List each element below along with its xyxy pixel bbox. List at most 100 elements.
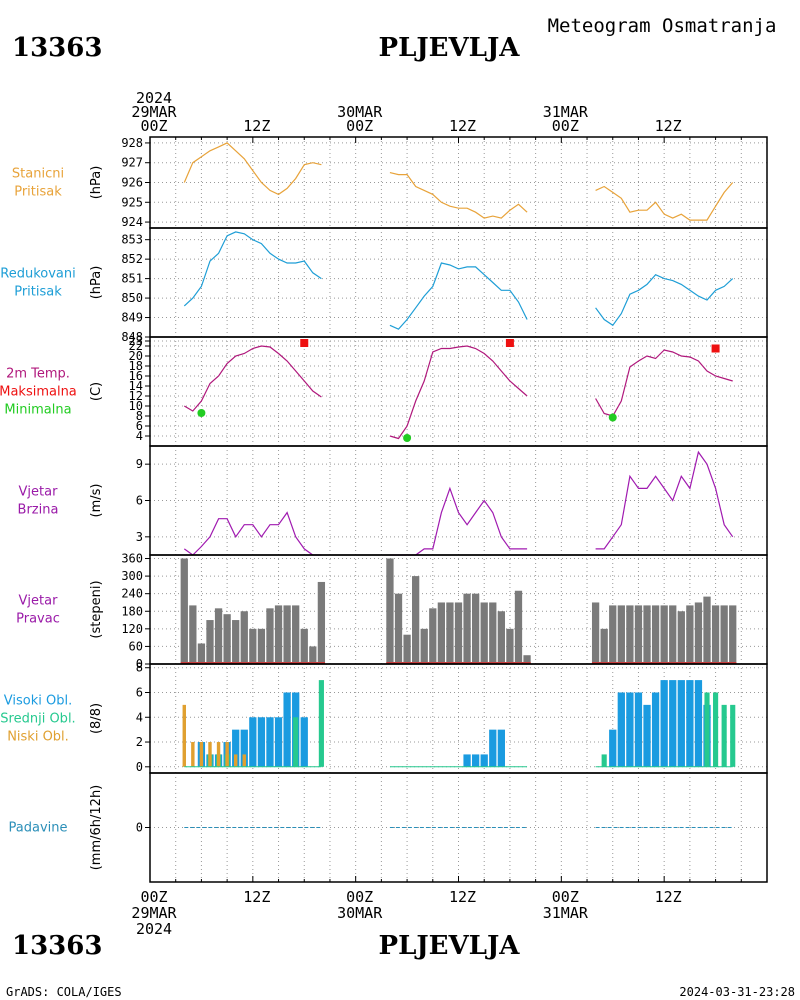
panel-label: Minimalna bbox=[4, 403, 71, 418]
unit-label: (hPa) bbox=[89, 266, 104, 300]
panel-label: Vjetar bbox=[19, 485, 59, 500]
wind-direction-bar bbox=[197, 643, 206, 664]
tmin-marker bbox=[197, 409, 206, 417]
unit-label: (hPa) bbox=[89, 166, 104, 200]
y-tick-label: 3 bbox=[136, 530, 143, 544]
wind-direction-bar bbox=[480, 602, 488, 664]
panel-label: Stanicni bbox=[12, 167, 64, 182]
station-id-bottom: 13363 bbox=[12, 931, 102, 961]
cloud-bar bbox=[694, 680, 703, 767]
time-label-bottom: 12Z bbox=[655, 888, 682, 906]
cloud-bar bbox=[274, 717, 283, 767]
tmax-marker bbox=[300, 339, 309, 347]
station-id-top: 13363 bbox=[12, 33, 102, 63]
chart-subtitle: Meteogram Osmatranja bbox=[548, 15, 777, 37]
y-tick-label: 16 bbox=[129, 369, 143, 383]
time-label-bottom: 30MAR bbox=[337, 904, 383, 922]
wind-direction-bar bbox=[206, 620, 214, 664]
wind-direction-bar bbox=[634, 605, 643, 664]
wind-direction-bar bbox=[651, 605, 660, 664]
series-line-wind_speed bbox=[595, 450, 734, 550]
y-tick-label: 2 bbox=[136, 735, 143, 749]
series-line-station_pressure bbox=[183, 142, 322, 196]
wind-direction-bar bbox=[249, 628, 257, 664]
wind-direction-bar bbox=[232, 620, 240, 664]
time-label-top: 00Z bbox=[140, 117, 167, 135]
unit-label: (stepeni) bbox=[89, 580, 104, 638]
timestamp-text: 2024-03-31-23:28 bbox=[679, 985, 795, 999]
cloud-bar bbox=[191, 742, 195, 767]
wind-direction-bar bbox=[240, 611, 248, 664]
wind-direction-bar bbox=[514, 590, 523, 664]
wind-direction-bar bbox=[309, 646, 317, 664]
y-tick-label: 8 bbox=[136, 409, 143, 423]
cloud-bar bbox=[225, 742, 229, 767]
cloud-bar bbox=[677, 680, 685, 767]
y-tick-label: 180 bbox=[121, 604, 143, 618]
cloud-bar bbox=[300, 717, 308, 767]
wind-direction-bar bbox=[617, 605, 625, 664]
panel-label: Niski Obl. bbox=[7, 730, 69, 745]
series-line-reduced_pressure bbox=[595, 273, 734, 327]
wind-direction-bar bbox=[506, 628, 514, 664]
panel-label: Pravac bbox=[16, 612, 60, 627]
time-label-top: 00Z bbox=[552, 117, 579, 135]
series-marks-reduced_pressure bbox=[183, 231, 734, 330]
y-tick-label: 14 bbox=[129, 379, 143, 393]
panel-station_pressure: 924 925 926 927 928 Stanicni Pritisak (hPa) bbox=[12, 136, 768, 229]
wind-direction-bar bbox=[189, 605, 197, 664]
credit-text: GrADS: COLA/IGES bbox=[6, 985, 122, 999]
panel-label: Brzina bbox=[18, 503, 59, 518]
cloud-bar bbox=[249, 717, 257, 767]
y-tick-label: 852 bbox=[121, 252, 143, 266]
wind-direction-bar bbox=[317, 581, 326, 664]
cloud-bar bbox=[480, 754, 488, 767]
wind-direction-bar bbox=[703, 596, 711, 664]
cloud-bar bbox=[283, 692, 291, 767]
y-tick-label: 23 bbox=[129, 334, 143, 348]
wind-direction-bar bbox=[497, 611, 505, 664]
y-tick-label: 849 bbox=[121, 311, 143, 325]
cloud-bar bbox=[293, 717, 299, 767]
wind-direction-bar bbox=[223, 614, 231, 664]
cloud-bar bbox=[730, 704, 736, 767]
time-label-top: 29MAR bbox=[131, 103, 177, 121]
tmin-marker bbox=[403, 434, 412, 442]
y-tick-label: 6 bbox=[136, 685, 143, 699]
wind-direction-bar bbox=[669, 605, 677, 664]
panel-label: Pritisak bbox=[14, 185, 62, 200]
y-tick-label: 22 bbox=[129, 339, 143, 353]
cloud-bar bbox=[626, 692, 634, 767]
time-label-bottom: 00Z bbox=[140, 888, 167, 906]
y-tick-label: 9 bbox=[136, 457, 143, 471]
time-label-top: 2024 bbox=[136, 89, 172, 107]
cloud-bar bbox=[199, 742, 204, 767]
y-tick-label: 240 bbox=[121, 587, 143, 601]
wind-direction-bar bbox=[266, 608, 274, 664]
series-line-wind_speed bbox=[183, 511, 322, 556]
panel-precipitation: 0 Padavine (mm/6h/12h) bbox=[9, 772, 768, 883]
panel-wind_direction: 0 60 120 180 240 300 360 Vjetar Pravac (stepeni) bbox=[16, 552, 768, 671]
cloud-bar bbox=[489, 729, 497, 767]
wind-direction-bar bbox=[454, 602, 463, 664]
wind-direction-bar bbox=[694, 602, 703, 664]
panel-label: Redukovani bbox=[0, 267, 75, 282]
cloud-bar bbox=[232, 729, 240, 767]
cloud-bar bbox=[257, 717, 266, 767]
time-label-top: 31MAR bbox=[543, 103, 589, 121]
wind-direction-bar bbox=[463, 593, 471, 664]
y-tick-label: 10 bbox=[129, 399, 143, 413]
tmax-marker bbox=[711, 344, 720, 353]
wind-direction-bar bbox=[292, 605, 300, 664]
cloud-bar bbox=[216, 742, 221, 767]
panel-label: Padavine bbox=[9, 821, 68, 836]
series-marks-temperature bbox=[183, 339, 733, 442]
time-label-bottom: 2024 bbox=[136, 920, 172, 938]
y-tick-label: 18 bbox=[129, 359, 143, 373]
y-tick-label: 924 bbox=[121, 215, 143, 229]
cloud-bar bbox=[617, 692, 625, 767]
series-marks-station_pressure bbox=[183, 142, 734, 221]
